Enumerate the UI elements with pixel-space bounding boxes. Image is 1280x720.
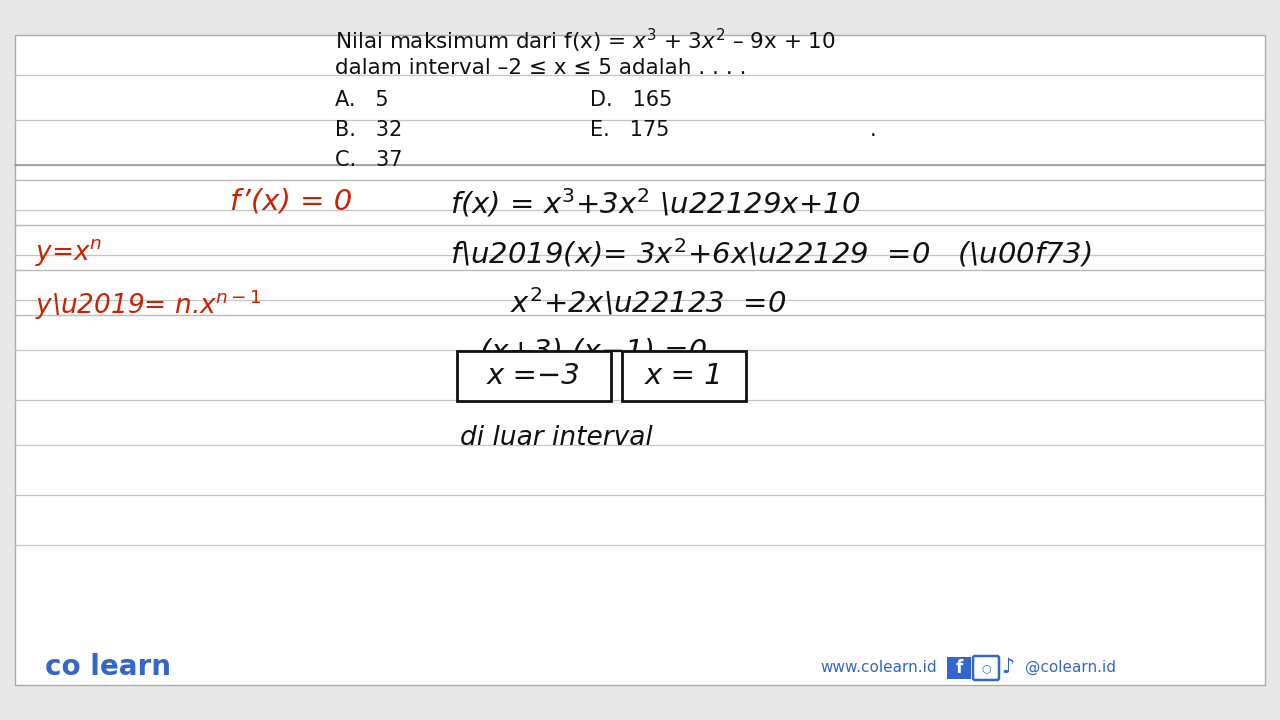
FancyBboxPatch shape bbox=[947, 657, 972, 679]
Text: f: f bbox=[955, 659, 963, 677]
Text: dalam interval –2 ≤ x ≤ 5 adalah . . . .: dalam interval –2 ≤ x ≤ 5 adalah . . . . bbox=[335, 58, 746, 78]
Text: f(x) = $x^3$+3$x^2$ \u22129x+10: f(x) = $x^3$+3$x^2$ \u22129x+10 bbox=[451, 187, 860, 220]
FancyBboxPatch shape bbox=[622, 351, 746, 401]
Text: ○: ○ bbox=[982, 663, 991, 673]
Text: y=x$^n$: y=x$^n$ bbox=[35, 237, 101, 268]
FancyBboxPatch shape bbox=[457, 351, 611, 401]
Text: E.   175: E. 175 bbox=[590, 120, 669, 140]
Text: @colearn.id: @colearn.id bbox=[1025, 660, 1116, 675]
FancyBboxPatch shape bbox=[973, 656, 998, 680]
Text: co learn: co learn bbox=[45, 653, 172, 681]
Text: (x+3) (x−1) =0: (x+3) (x−1) =0 bbox=[480, 337, 707, 365]
Text: D.   165: D. 165 bbox=[590, 90, 672, 110]
Text: ♪: ♪ bbox=[1001, 657, 1015, 677]
Text: $x^2$+2x\u22123  =0: $x^2$+2x\u22123 =0 bbox=[509, 287, 786, 319]
Text: .: . bbox=[870, 120, 877, 140]
Text: y\u2019= n.x$^{n-1}$: y\u2019= n.x$^{n-1}$ bbox=[35, 287, 262, 322]
Text: f’(x) = 0: f’(x) = 0 bbox=[230, 187, 352, 215]
Text: Nilai maksimum dari f(x) = $x^3$ + 3$x^2$ – 9x + 10: Nilai maksimum dari f(x) = $x^3$ + 3$x^2… bbox=[335, 27, 836, 55]
Text: f\u2019(x)= 3$x^2$+6x\u22129  =0   (\u00f73): f\u2019(x)= 3$x^2$+6x\u22129 =0 (\u00f73… bbox=[451, 237, 1092, 270]
Text: di luar interval: di luar interval bbox=[460, 425, 653, 451]
Text: x = 1: x = 1 bbox=[645, 362, 723, 390]
Text: B.   32: B. 32 bbox=[335, 120, 402, 140]
Text: www.colearn.id: www.colearn.id bbox=[820, 660, 937, 675]
Text: A.   5: A. 5 bbox=[335, 90, 389, 110]
Text: x =−3: x =−3 bbox=[488, 362, 581, 390]
Text: C.   37: C. 37 bbox=[335, 150, 402, 170]
